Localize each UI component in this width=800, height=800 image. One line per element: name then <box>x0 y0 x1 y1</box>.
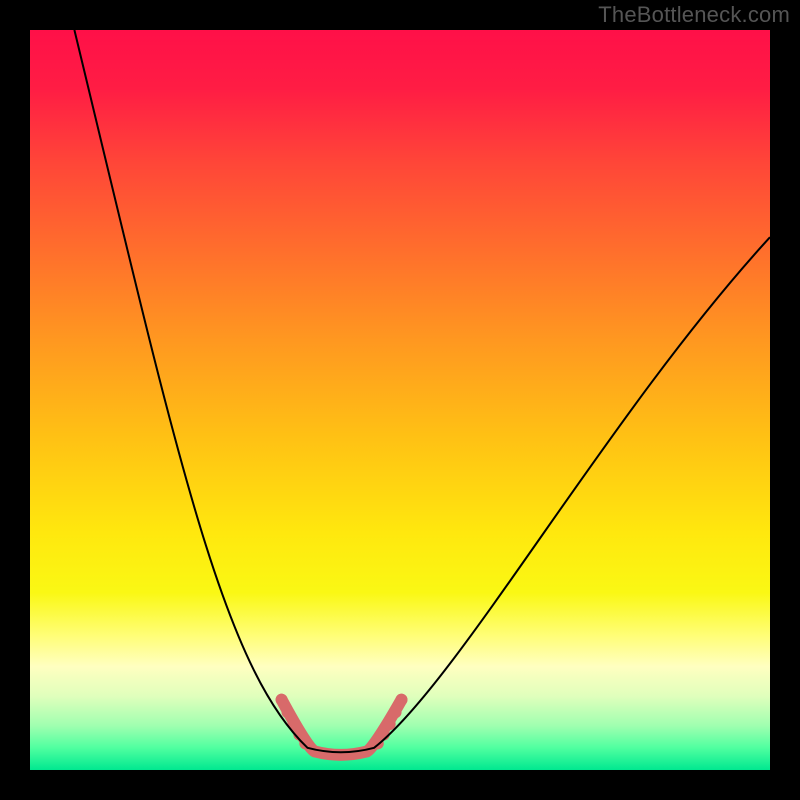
chart-container: TheBottleneck.com <box>0 0 800 800</box>
highlight-dot <box>384 718 396 730</box>
highlight-dot <box>395 694 407 706</box>
watermark-text: TheBottleneck.com <box>598 2 790 28</box>
highlight-dot <box>282 706 294 718</box>
bottleneck-curve-chart <box>0 0 800 800</box>
highlight-dot <box>276 694 288 706</box>
highlight-dot <box>390 706 402 718</box>
plot-background <box>30 30 770 770</box>
